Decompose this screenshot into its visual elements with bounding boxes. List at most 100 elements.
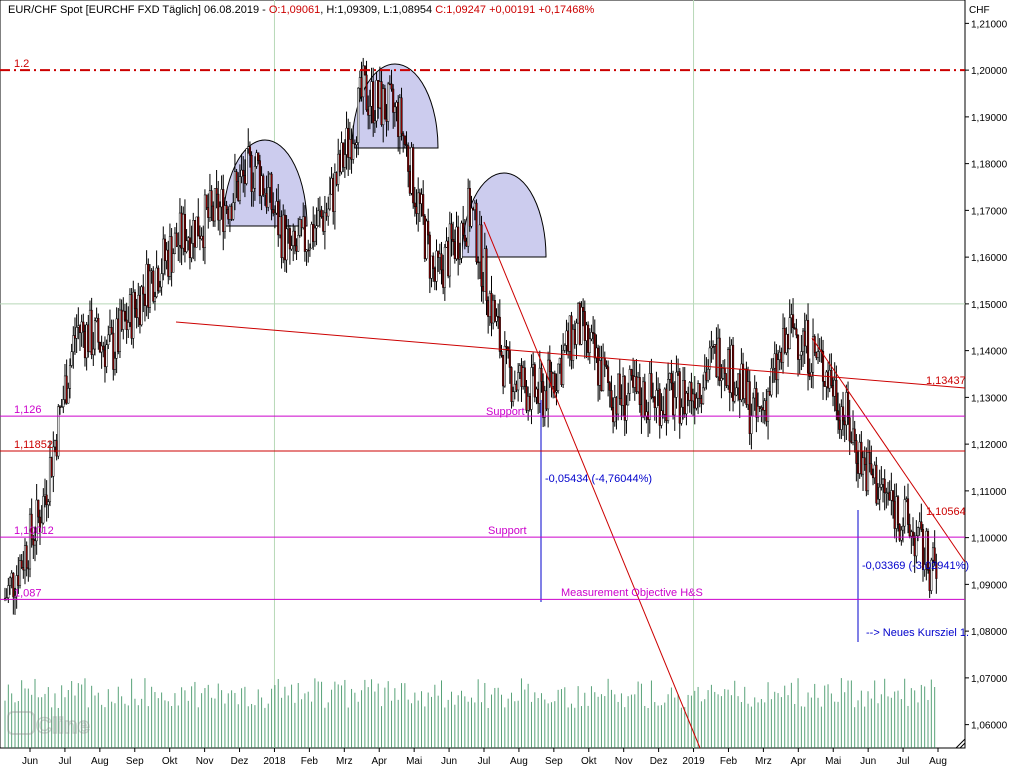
- x-tick-label: Dez: [231, 756, 249, 767]
- candle: [273, 205, 276, 229]
- annotation-support-1: Support: [486, 406, 525, 418]
- candle: [788, 299, 791, 350]
- x-tick-label: Mrz: [336, 756, 353, 767]
- candle: [555, 373, 558, 406]
- candle: [660, 393, 663, 429]
- candle: [921, 524, 925, 582]
- candle: [811, 318, 815, 389]
- candle: [557, 363, 560, 394]
- candle: [132, 280, 135, 349]
- level-label: 1,126: [14, 404, 42, 416]
- candle: [288, 225, 291, 265]
- x-tick-label: Apr: [371, 756, 387, 767]
- candle: [883, 469, 886, 511]
- x-tick-label: Jul: [59, 756, 72, 767]
- overlays: [175, 221, 966, 749]
- horizontal-levels: 1.2 1,126 1,11852 1,10012 1,087: [0, 58, 965, 600]
- candle: [412, 143, 415, 209]
- y-tick-label: 1,14000: [971, 347, 1008, 358]
- candle: [733, 381, 736, 404]
- candle: [57, 404, 60, 460]
- candle: [863, 446, 866, 471]
- header-high: H:1,09309: [326, 4, 377, 16]
- candle: [313, 214, 316, 247]
- candle: [328, 176, 331, 211]
- candle: [298, 216, 301, 238]
- candle: [800, 335, 803, 371]
- candle: [508, 341, 511, 384]
- y-tick-label: 1,21000: [971, 19, 1008, 30]
- x-tick-label: Nov: [615, 756, 633, 767]
- candle: [757, 392, 760, 423]
- candle: [608, 381, 611, 408]
- candle: [75, 314, 78, 354]
- right-shoulder-arc: [461, 172, 547, 258]
- candle: [255, 149, 258, 169]
- y-tick-label: 1,08000: [971, 627, 1008, 638]
- candle: [695, 392, 698, 411]
- candle: [841, 391, 845, 436]
- x-tick-label: Apr: [791, 756, 807, 767]
- candle: [93, 317, 97, 356]
- candle: [680, 398, 683, 426]
- candle: [423, 213, 426, 263]
- candle: [157, 265, 160, 294]
- x-tick-label: Mai: [406, 756, 422, 767]
- candle: [735, 380, 738, 397]
- candle: [327, 196, 330, 226]
- x-tick-label: Jul: [478, 756, 491, 767]
- candle: [308, 243, 311, 257]
- candle: [48, 441, 52, 507]
- x-tick-label: Jun: [860, 756, 876, 767]
- candle: [642, 376, 645, 419]
- currency-label: CHF: [969, 5, 990, 16]
- candle: [712, 340, 715, 360]
- candle: [846, 381, 850, 425]
- candle: [678, 368, 681, 439]
- candle: [450, 213, 453, 257]
- candle: [203, 189, 206, 265]
- candle: [183, 199, 186, 263]
- candle: [270, 171, 273, 221]
- candle: [667, 362, 670, 424]
- candle: [410, 142, 413, 196]
- candle: [580, 301, 583, 346]
- candle: [130, 288, 133, 345]
- candle: [107, 325, 110, 350]
- candle: [485, 245, 488, 316]
- candle: [372, 67, 375, 137]
- candle: [333, 163, 336, 230]
- candle: [205, 194, 208, 211]
- candle: [797, 334, 800, 377]
- candle: [435, 239, 438, 291]
- y-tick-label: 1,19000: [971, 113, 1008, 124]
- candle: [387, 81, 390, 131]
- x-tick-label: Aug: [91, 756, 109, 767]
- neckline: [175, 321, 966, 389]
- candle: [908, 513, 911, 539]
- candle: [443, 243, 446, 301]
- candle: [901, 517, 905, 543]
- level-label: 1,10012: [14, 525, 54, 537]
- candle: [623, 374, 626, 437]
- x-tick-label: Nov: [196, 756, 214, 767]
- candle: [915, 520, 918, 564]
- candle: [215, 169, 218, 209]
- annotation-drop-1: -0,05434 (-4,76044%): [545, 473, 652, 485]
- y-tick-label: 1,07000: [971, 674, 1008, 685]
- candle: [407, 142, 410, 188]
- plot-area: [0, 0, 966, 749]
- scroll-corner-icon[interactable]: [955, 738, 966, 749]
- candle: [853, 420, 856, 453]
- x-tick-label: Mrz: [755, 756, 772, 767]
- candle: [590, 324, 593, 342]
- candle: [617, 373, 620, 421]
- y-tick-label: 1,17000: [971, 206, 1008, 217]
- candle: [720, 364, 723, 399]
- candle: [355, 136, 358, 158]
- candle: [707, 359, 710, 383]
- candle: [18, 554, 22, 589]
- candle: [133, 289, 137, 318]
- annotation-neckline-value: 1,13437: [926, 375, 966, 387]
- candle: [563, 343, 566, 353]
